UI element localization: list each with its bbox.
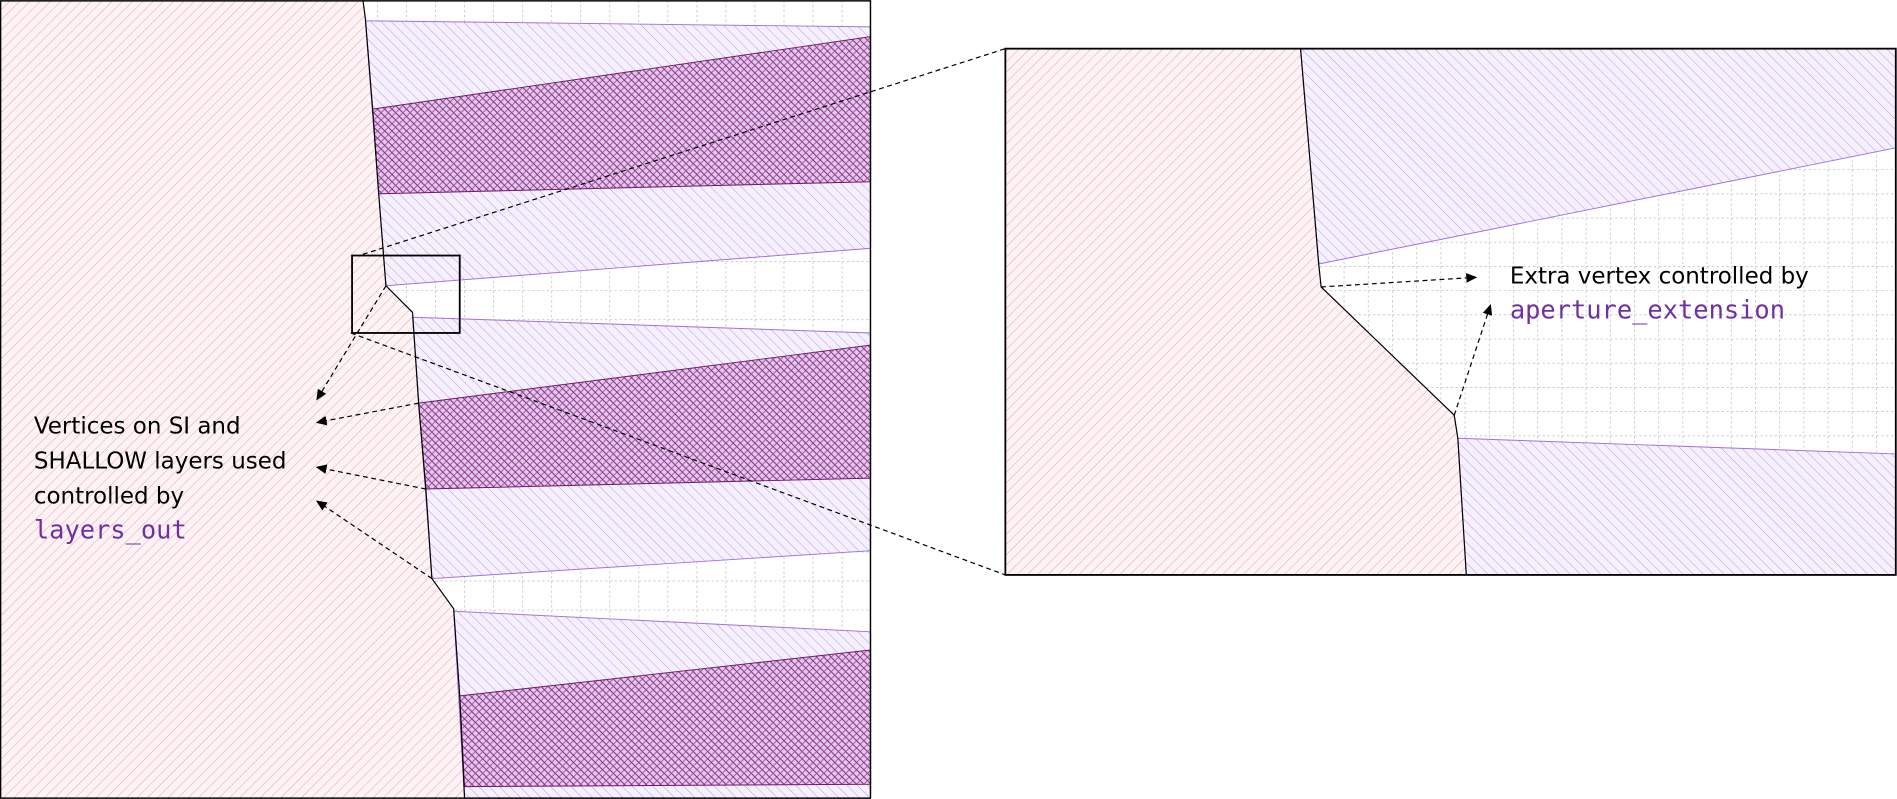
annotation-code: layers_out [34,515,187,545]
left-panel [0,0,872,799]
annotation-line: Extra vertex controlled by [1510,263,1809,289]
annotation-line: Vertices on SI and [34,413,241,439]
annotation-line: SHALLOW layers used [34,448,287,474]
zoom-panel [1005,48,1896,575]
annotation-code: aperture_extension [1510,294,1785,324]
annotation-line: controlled by [34,484,184,510]
